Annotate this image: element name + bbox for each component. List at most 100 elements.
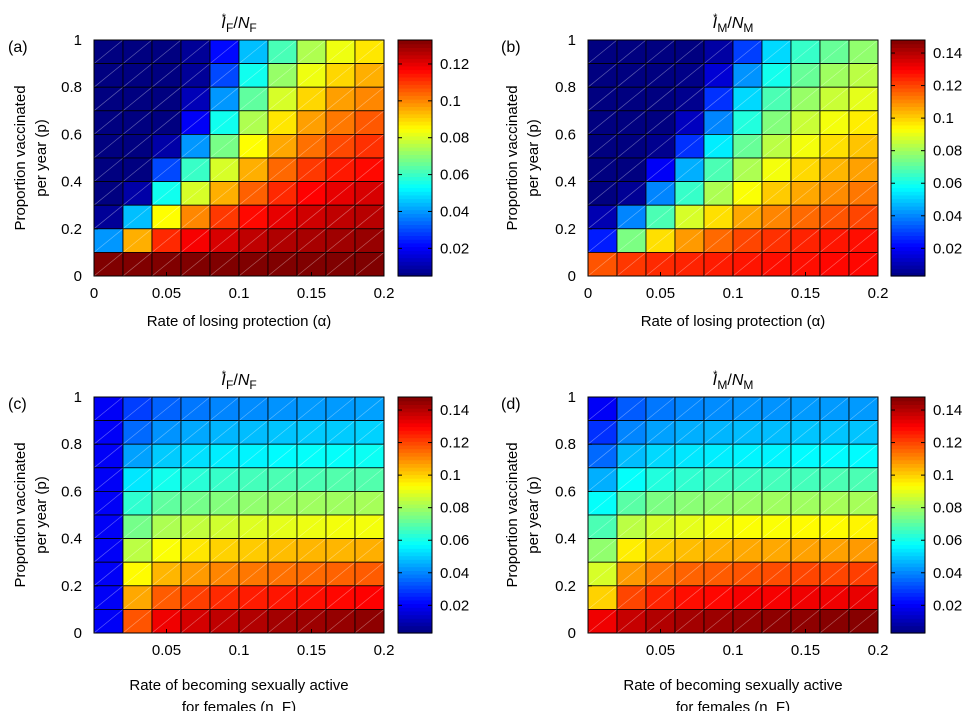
cell-diagonal [238, 491, 269, 516]
cell-diagonal [296, 252, 327, 277]
y-tick-label: 0.4 [555, 531, 576, 548]
colorbar-band [398, 231, 432, 237]
colorbar-band [398, 463, 432, 468]
colorbar-band [891, 264, 925, 270]
colorbar-band [398, 618, 432, 623]
y-tick-label: 1 [568, 32, 576, 49]
cell-diagonal [732, 396, 763, 421]
cell-diagonal [325, 420, 356, 445]
colorbar-tick-label: 0.06 [933, 532, 962, 549]
cell-diagonal [790, 420, 821, 445]
colorbar-band [891, 205, 925, 211]
colorbar-band [891, 522, 925, 527]
cell-diagonal [296, 443, 327, 469]
cell-diagonal [761, 443, 792, 469]
x-tick-label: 0.2 [374, 642, 395, 659]
panel-letter: (c) [8, 396, 27, 413]
x-axis-label: Rate of becoming sexually active [623, 677, 842, 694]
y-axis-label: Proportion vaccinated [504, 85, 521, 230]
cell-diagonal [151, 181, 182, 206]
cell-diagonal [732, 181, 763, 206]
colorbar-band [398, 489, 432, 494]
cell-diagonal [151, 420, 182, 445]
colorbar-band [891, 51, 925, 56]
cell-diagonal [761, 420, 792, 445]
cell-diagonal [122, 420, 153, 445]
colorbar-band [398, 515, 432, 520]
cell-diagonal [761, 86, 792, 112]
colorbar-band [398, 121, 432, 126]
colorbar-tick-label: 0.02 [933, 597, 962, 614]
colorbar-band [398, 80, 432, 85]
cell-diagonal [209, 609, 240, 634]
cell-diagonal [325, 252, 356, 277]
colorbar-band [398, 570, 432, 575]
colorbar-band [398, 239, 432, 244]
colorbar-band [891, 76, 925, 82]
cell-diagonal [296, 420, 327, 445]
cell-diagonal [122, 396, 153, 421]
cell-diagonal [761, 585, 792, 610]
colorbar-band [398, 555, 432, 560]
colorbar-band [891, 224, 925, 229]
cell-diagonal [848, 228, 879, 253]
cell-diagonal [761, 561, 792, 587]
x-axis-label: Rate of losing protection (α) [147, 313, 332, 330]
panel-a: 0 0.05 0.1 0.15 0.200.20.40.60.810.020.040.0… [8, 12, 469, 330]
cell-diagonal [238, 538, 269, 563]
cell-diagonal [122, 514, 153, 539]
x-tick-label: 0.2 [374, 285, 395, 302]
cell-diagonal [238, 86, 269, 112]
colorbar-band [398, 161, 432, 166]
colorbar-band [398, 426, 432, 431]
colorbar-band [398, 187, 432, 192]
cell-diagonal [122, 181, 153, 206]
cell-diagonal [354, 157, 385, 182]
colorbar-band [891, 489, 925, 494]
cell-diagonal [267, 491, 298, 516]
colorbar-band [398, 433, 432, 439]
colorbar-band [891, 422, 925, 428]
cell-diagonal [848, 204, 879, 230]
colorbar-band [398, 551, 432, 557]
cell-diagonal [296, 181, 327, 206]
colorbar-band [891, 150, 925, 155]
cell-diagonal [732, 252, 763, 277]
cell-diagonal [354, 204, 385, 230]
cell-diagonal [151, 585, 182, 610]
cell-diagonal [180, 157, 211, 182]
colorbar-tick-label: 0.06 [933, 175, 962, 192]
colorbar-band [398, 253, 432, 259]
colorbar-band [398, 272, 432, 277]
colorbar-band [398, 518, 432, 523]
colorbar-band [891, 213, 925, 218]
cell-diagonal [587, 110, 618, 135]
colorbar-tick-label: 0.1 [440, 93, 461, 110]
colorbar-band [891, 95, 925, 100]
colorbar-band [398, 198, 432, 203]
colorbar-band [891, 511, 925, 516]
cell-diagonal [819, 86, 850, 112]
colorbar-band [398, 257, 432, 262]
colorbar-tick-label: 0.12 [440, 435, 469, 452]
cell-diagonal [616, 252, 647, 277]
cell-diagonal [122, 538, 153, 563]
cell-diagonal [267, 585, 298, 610]
colorbar-band [398, 540, 432, 546]
cell-diagonal [180, 609, 211, 634]
colorbar-band [891, 220, 925, 225]
colorbar-tick-label: 0.12 [440, 56, 469, 73]
cell-diagonal [354, 609, 385, 634]
cell-diagonal [674, 491, 705, 516]
colorbar-tick-label: 0.08 [440, 130, 469, 147]
cell-diagonal [790, 110, 821, 135]
cell-diagonal [819, 396, 850, 421]
colorbar-band [891, 625, 925, 630]
colorbar-band [891, 452, 925, 457]
cell-diagonal [151, 134, 182, 159]
cell-diagonal [616, 181, 647, 206]
y-axis-label: Proportion vaccinated [504, 442, 521, 587]
colorbar-band [398, 511, 432, 516]
cell-diagonal [703, 420, 734, 445]
colorbar-tick-label: 0.08 [933, 143, 962, 160]
